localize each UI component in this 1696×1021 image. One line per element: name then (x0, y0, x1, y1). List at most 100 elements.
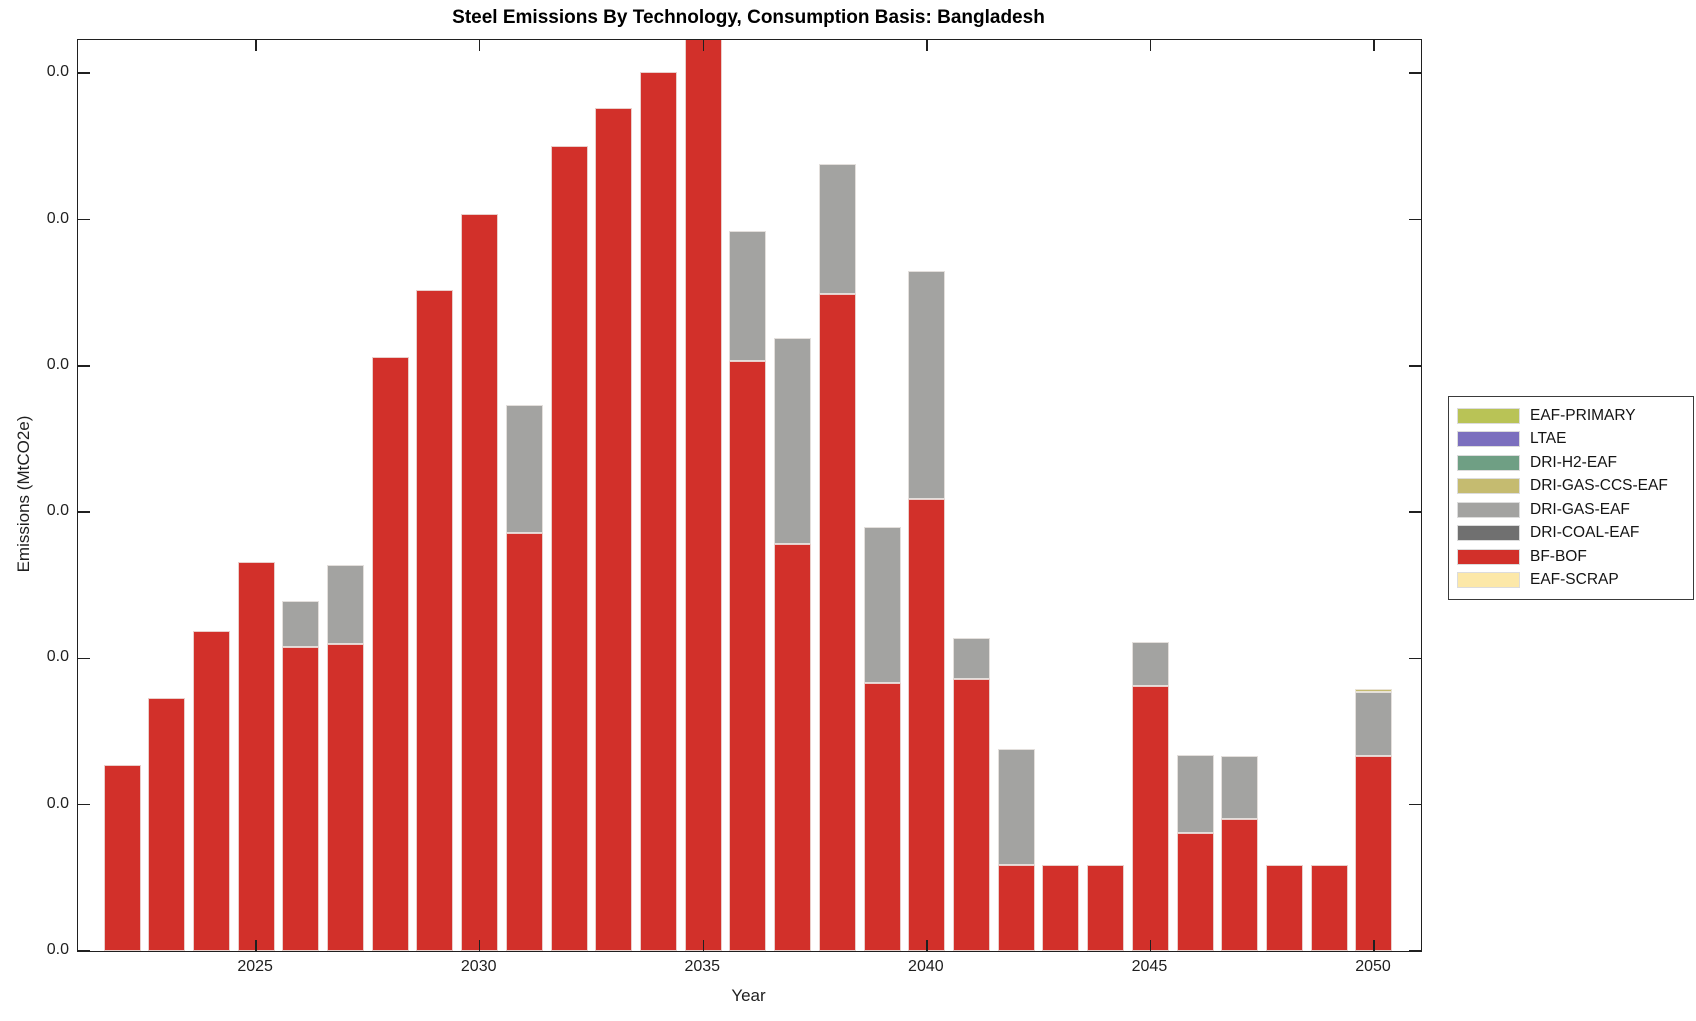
x-tick-top-2035 (702, 40, 705, 51)
bar-segment-2045-dri-gas-eaf (1131, 642, 1169, 687)
x-axis-label: Year (731, 986, 766, 1005)
bar-segment-2034-bf-bof (640, 71, 678, 951)
x-tick-top-2040 (926, 40, 928, 51)
y-tick-left-2 (78, 657, 90, 660)
y-tick-left-5 (78, 218, 90, 221)
bar-segment-2033-bf-bof (595, 108, 633, 951)
x-tick-bottom-2035 (702, 940, 705, 951)
x-tick-top-2050 (1373, 40, 1375, 51)
bar-segment-2044-bf-bof (1087, 864, 1125, 951)
x-tick-bottom-2040 (926, 940, 928, 951)
bar-segment-2048-bf-bof (1266, 864, 1304, 951)
bar-segment-2030-bf-bof (461, 213, 499, 951)
x-tick-bottom-2045 (1149, 940, 1152, 951)
x-tick-top-2025 (255, 40, 257, 51)
bar-segment-2050-bf-bof (1355, 756, 1393, 951)
x-tick-label-2040: 2040 (908, 958, 944, 975)
bar-segment-2043-bf-bof (1042, 864, 1080, 951)
y-tick-label-3: 0.0 (46, 502, 69, 520)
y-tick-label-5: 0.0 (46, 209, 69, 227)
y-tick-label-6: 0.0 (46, 63, 69, 81)
bar-segment-2047-dri-gas-eaf (1221, 756, 1259, 820)
y-tick-left-4 (78, 365, 90, 367)
bar-segment-2042-bf-bof (997, 864, 1035, 951)
x-tick-bottom-2025 (255, 940, 257, 951)
y-tick-right-4 (1409, 365, 1421, 367)
x-tick-bottom-2050 (1373, 940, 1375, 951)
legend-label: EAF-SCRAP (1530, 571, 1619, 589)
legend-label: LTAE (1530, 430, 1567, 448)
y-tick-label-1: 0.0 (46, 794, 69, 812)
legend-swatch-ltae (1457, 431, 1520, 448)
y-tick-left-1 (78, 803, 90, 806)
bar-segment-2038-bf-bof (818, 294, 856, 951)
legend-swatch-dri-h2-eaf (1457, 454, 1520, 471)
bar-segment-2050-dri-gas-ccs-eaf (1355, 689, 1393, 693)
y-tick-label-2: 0.0 (46, 648, 69, 666)
legend-swatch-dri-gas-ccs-eaf (1457, 478, 1520, 495)
legend-item-bf-bof: BF-BOF (1457, 545, 1685, 569)
y-axis-label: Emissions (MtCO2e) (14, 415, 33, 573)
bar-segment-2031-dri-gas-eaf (505, 405, 543, 533)
y-tick-right-5 (1409, 218, 1421, 221)
bar-segment-2038-dri-gas-eaf (818, 163, 856, 295)
legend-label: DRI-GAS-EAF (1530, 500, 1630, 518)
x-tick-label-2045: 2045 (1131, 958, 1168, 975)
x-tick-label-2050: 2050 (1355, 958, 1391, 975)
bar-segment-2039-dri-gas-eaf (863, 526, 901, 684)
bar-segment-2031-bf-bof (505, 532, 543, 951)
legend-label: DRI-COAL-EAF (1530, 524, 1640, 542)
legend-item-dri-coal-eaf: DRI-COAL-EAF (1457, 522, 1685, 546)
bar-segment-2028-bf-bof (371, 357, 409, 951)
y-tick-right-1 (1409, 803, 1421, 806)
y-tick-left-0 (78, 950, 90, 951)
bar-segment-2041-dri-gas-eaf (953, 637, 991, 679)
legend-item-dri-gas-eaf: DRI-GAS-EAF (1457, 498, 1685, 522)
x-tick-label-2025: 2025 (237, 958, 273, 975)
bar-segment-2046-dri-gas-eaf (1176, 754, 1214, 833)
bar-segment-2039-bf-bof (863, 683, 901, 951)
y-tick-right-3 (1409, 511, 1421, 513)
bar-segment-2024-bf-bof (192, 630, 230, 951)
bar-segment-2050-dri-gas-eaf (1355, 692, 1393, 757)
bar-segment-2040-bf-bof (908, 498, 946, 951)
legend-swatch-eaf-primary (1457, 407, 1520, 424)
y-tick-right-6 (1409, 72, 1421, 74)
bar-segment-2045-bf-bof (1131, 686, 1169, 951)
y-tick-left-6 (78, 72, 90, 74)
legend: EAF-PRIMARY LTAE DRI-H2-EAF DRI-GAS-CCS-EAF… (1448, 396, 1694, 600)
bar-segment-2027-bf-bof (327, 643, 365, 951)
x-tick-bottom-2030 (478, 940, 481, 951)
legend-item-dri-h2-eaf: DRI-H2-EAF (1457, 451, 1685, 475)
legend-item-eaf-primary: EAF-PRIMARY (1457, 404, 1685, 428)
legend-label: DRI-GAS-CCS-EAF (1530, 477, 1668, 495)
bar-segment-2047-bf-bof (1221, 819, 1259, 951)
legend-swatch-bf-bof (1457, 548, 1520, 565)
bar-segment-2036-bf-bof (729, 361, 767, 951)
bar-segment-2041-bf-bof (953, 678, 991, 951)
legend-item-dri-gas-ccs-eaf: DRI-GAS-CCS-EAF (1457, 475, 1685, 499)
legend-label: DRI-H2-EAF (1530, 453, 1617, 471)
bar-segment-2027-dri-gas-eaf (327, 564, 365, 644)
y-tick-right-0 (1409, 950, 1421, 951)
legend-item-ltae: LTAE (1457, 428, 1685, 452)
legend-item-eaf-scrap: EAF-SCRAP (1457, 569, 1685, 593)
bar-segment-2026-dri-gas-eaf (282, 601, 320, 647)
bar-segment-2049-bf-bof (1310, 864, 1348, 951)
bar-segment-2023-bf-bof (148, 697, 186, 951)
legend-label: EAF-PRIMARY (1530, 406, 1636, 424)
bar-segment-2037-bf-bof (774, 544, 812, 951)
legend-swatch-dri-coal-eaf (1457, 525, 1520, 542)
legend-swatch-dri-gas-eaf (1457, 501, 1520, 518)
bar-segment-2026-bf-bof (282, 646, 320, 951)
legend-label: BF-BOF (1530, 547, 1587, 565)
plot-area (77, 39, 1422, 952)
bar-segment-2040-dri-gas-eaf (908, 270, 946, 499)
y-tick-label-0: 0.0 (46, 941, 69, 958)
bar-segment-2035-bf-bof (684, 40, 722, 951)
y-tick-left-3 (78, 511, 90, 513)
bar-segment-2032-bf-bof (550, 146, 588, 951)
bar-segment-2046-bf-bof (1176, 832, 1214, 951)
bar-segment-2025-bf-bof (237, 561, 275, 951)
